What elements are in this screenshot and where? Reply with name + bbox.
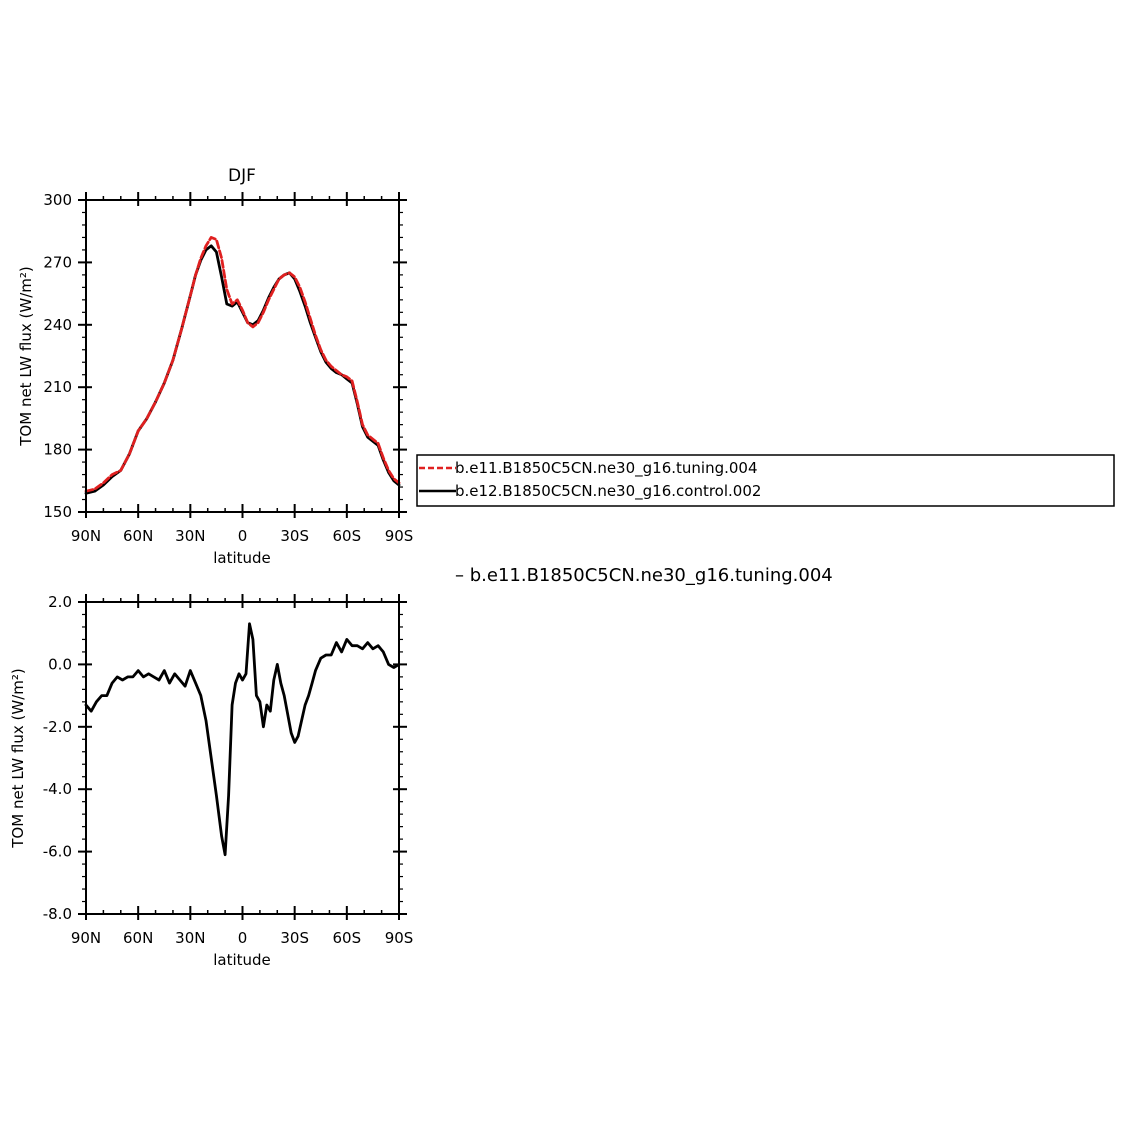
y-tick-label: -6.0 <box>43 843 72 861</box>
x-tick-label: 90S <box>385 527 414 545</box>
y-tick-label: 240 <box>43 316 72 334</box>
x-axis-title-top: latitude <box>213 549 271 567</box>
y-tick-label: -8.0 <box>43 905 72 923</box>
plot-title-top: DJF <box>228 166 256 186</box>
y-tick-label: 180 <box>43 441 72 459</box>
series-line-bottom-0 <box>84 622 401 857</box>
x-tick-label: 30N <box>175 929 205 947</box>
x-tick-label: 90N <box>71 929 101 947</box>
x-tick-label: 30N <box>175 527 205 545</box>
x-tick-label: 60N <box>123 527 153 545</box>
x-tick-label: 60S <box>333 929 362 947</box>
y-tick-label: 270 <box>43 253 72 271</box>
panel-bottom: – b.e11.B1850C5CN.ne30_g16.tuning.004 TO… <box>9 565 833 969</box>
legend-label-control: b.e12.B1850C5CN.ne30_g16.control.002 <box>455 482 761 501</box>
y-tick-label: 300 <box>43 191 72 209</box>
plot-frame-bottom <box>85 601 400 915</box>
series-line-top-0 <box>84 235 401 493</box>
y-axis-title-top: TOM net LW flux (W/m²) <box>17 266 35 446</box>
x-tick-label: 30S <box>280 929 309 947</box>
legend: b.e11.B1850C5CN.ne30_g16.tuning.004 b.e1… <box>416 454 1115 507</box>
panel-top: DJF TOM net LW flux (W/m²) latitude 90N 6… <box>17 166 413 567</box>
y-tick-label: 2.0 <box>48 593 72 611</box>
y-tick-label: -2.0 <box>43 718 72 736</box>
plot-subtitle-bottom: – b.e11.B1850C5CN.ne30_g16.tuning.004 <box>455 565 833 586</box>
x-tick-label: 60N <box>123 929 153 947</box>
plot-frame-top <box>85 199 400 513</box>
legend-label-tuning: b.e11.B1850C5CN.ne30_g16.tuning.004 <box>455 459 758 478</box>
x-axis-title-bottom: latitude <box>213 951 271 969</box>
x-tick-label: 90S <box>385 929 414 947</box>
x-tick-label: 0 <box>238 527 248 545</box>
x-tick-label: 0 <box>238 929 248 947</box>
legend-box <box>416 454 1115 507</box>
x-tick-label: 90N <box>71 527 101 545</box>
x-tick-label: 30S <box>280 527 309 545</box>
y-tick-label: 150 <box>43 503 72 521</box>
y-tick-label: 0.0 <box>48 655 72 673</box>
x-tick-label: 60S <box>333 527 362 545</box>
y-tick-label: -4.0 <box>43 780 72 798</box>
ticks-top: 90N 60N 30N 0 30S 60S 90S 150 180 210 240 270 300 <box>43 191 413 545</box>
y-axis-title-bottom: TOM net LW flux (W/m²) <box>9 668 27 848</box>
series-line-top-1 <box>84 244 401 495</box>
series-bottom <box>84 622 401 857</box>
y-tick-label: 210 <box>43 378 72 396</box>
series-top <box>84 235 401 495</box>
